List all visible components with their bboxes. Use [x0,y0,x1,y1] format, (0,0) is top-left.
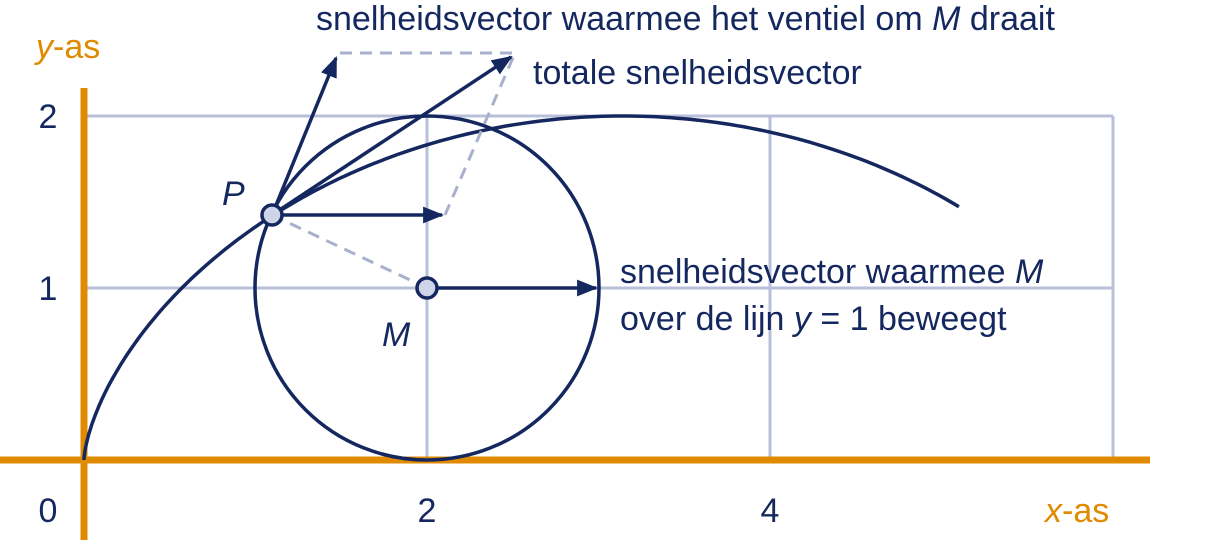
cycloid [82,114,960,460]
total-vector-label: totale snelheidsvector [533,54,862,92]
x-axis-label: x-as [1043,492,1109,530]
y-tick: 2 [39,98,58,136]
vectors [270,55,599,297]
x-tick: 0 [39,492,58,530]
y-tick: 1 [39,270,58,308]
label-p: P [222,175,245,213]
x-tick: 2 [418,492,437,530]
point-m [415,276,439,300]
rotation-vector-label: snelheidsvector waarmee het ventiel om M… [316,0,1055,38]
x-tick: 4 [761,492,780,530]
translation-vector-label: over de lijn y = 1 beweegt [620,300,1007,338]
construction-lines [271,51,518,290]
point-p [260,203,284,227]
label-m: M [382,316,411,354]
y-axis-label: y-as [34,28,100,66]
translation-vector-label: snelheidsvector waarmee M [620,253,1044,291]
axes [0,88,1150,540]
wheel [253,114,601,462]
